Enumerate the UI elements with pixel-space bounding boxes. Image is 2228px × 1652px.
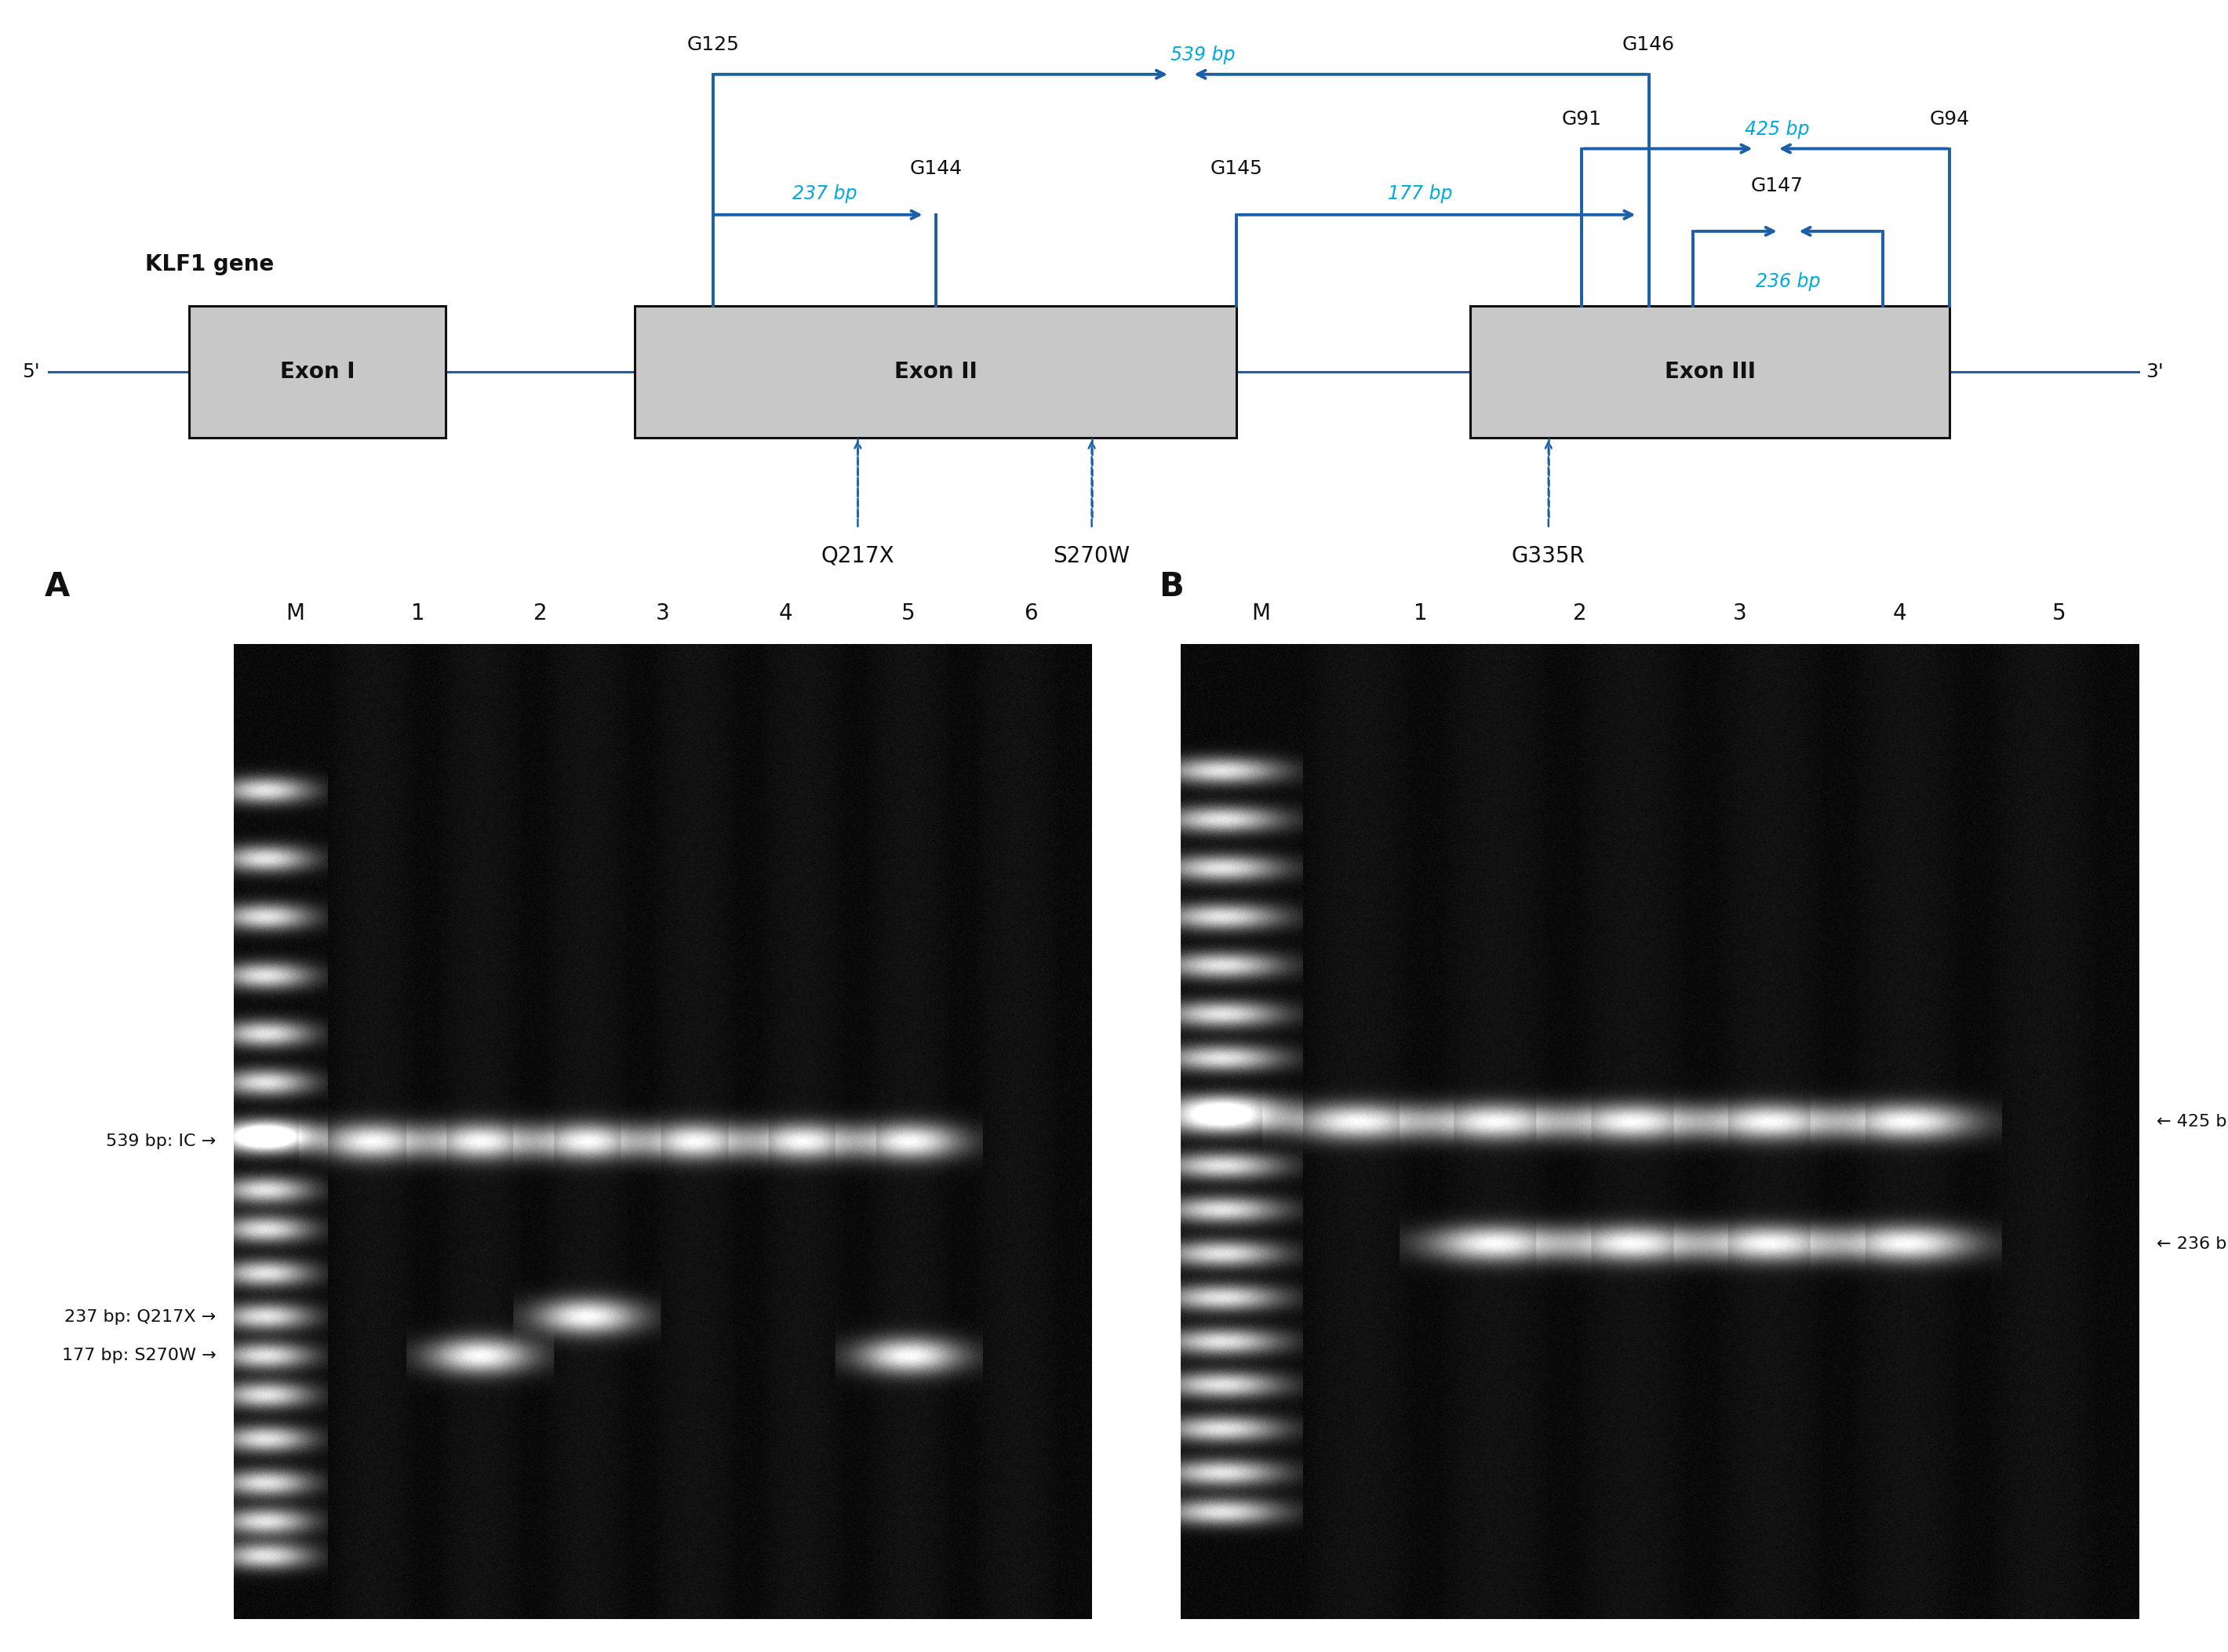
Bar (635, 306, 1237, 438)
Text: 237 bp: Q217X →: 237 bp: Q217X → (65, 1308, 216, 1325)
Text: G94: G94 (1929, 111, 1970, 129)
Text: 2: 2 (1573, 603, 1586, 624)
Text: 425 bp: 425 bp (1745, 121, 1809, 139)
Text: S270W: S270W (1054, 545, 1130, 567)
Text: G91: G91 (1562, 111, 1602, 129)
Text: Exon I: Exon I (281, 360, 354, 383)
Text: 5: 5 (900, 603, 916, 624)
Text: ← 236 bp: G335R: ← 236 bp: G335R (2157, 1236, 2228, 1252)
Text: Q217X: Q217X (822, 545, 893, 567)
Bar (1470, 306, 1949, 438)
Text: Exon II: Exon II (893, 360, 978, 383)
Text: 3: 3 (655, 603, 671, 624)
Text: 539 bp: 539 bp (1170, 46, 1237, 64)
Text: G146: G146 (1622, 36, 1675, 55)
Text: 3: 3 (1733, 603, 1747, 624)
Text: 6: 6 (1023, 603, 1038, 624)
Text: B: B (1159, 570, 1183, 603)
Text: 1: 1 (1413, 603, 1428, 624)
Text: 177 bp: 177 bp (1388, 185, 1453, 203)
Bar (189, 306, 446, 438)
Text: G145: G145 (1210, 160, 1263, 178)
Text: ← 425 bp: IC: ← 425 bp: IC (2157, 1113, 2228, 1130)
Text: 177 bp: S270W →: 177 bp: S270W → (62, 1348, 216, 1363)
Text: G125: G125 (686, 36, 740, 55)
Text: 236 bp: 236 bp (1756, 273, 1820, 291)
Text: KLF1 gene: KLF1 gene (145, 253, 274, 276)
Text: 2: 2 (532, 603, 548, 624)
Text: 4: 4 (1892, 603, 1907, 624)
Text: 5': 5' (22, 362, 40, 382)
Text: G144: G144 (909, 160, 962, 178)
Text: G147: G147 (1751, 177, 1802, 195)
Text: M: M (285, 603, 305, 624)
Text: 4: 4 (778, 603, 793, 624)
Text: A: A (45, 570, 69, 603)
Text: 237 bp: 237 bp (791, 185, 858, 203)
Text: Exon III: Exon III (1664, 360, 1756, 383)
Text: 5: 5 (2052, 603, 2065, 624)
Text: 539 bp: IC →: 539 bp: IC → (107, 1133, 216, 1150)
Text: G335R: G335R (1511, 545, 1586, 567)
Text: 3': 3' (2146, 362, 2163, 382)
Text: 1: 1 (410, 603, 426, 624)
Text: M: M (1252, 603, 1270, 624)
